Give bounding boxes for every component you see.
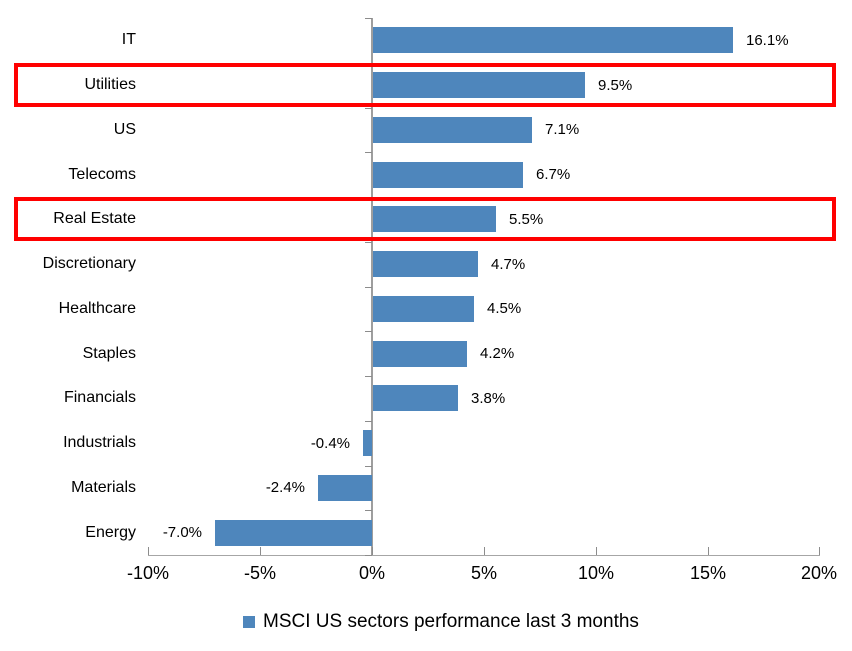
bar xyxy=(215,520,372,546)
bar xyxy=(373,206,496,232)
axis-tick-label: 15% xyxy=(689,563,727,583)
category-label: Utilities xyxy=(84,76,136,94)
value-axis-tick xyxy=(596,547,597,555)
category-label: Staples xyxy=(82,344,136,362)
value-label: 7.1% xyxy=(545,121,580,139)
value-label: 16.1% xyxy=(746,31,789,49)
value-label: 6.7% xyxy=(536,166,571,184)
category-label: Materials xyxy=(71,478,136,496)
value-axis-tick xyxy=(372,547,373,555)
category-label: Discretionary xyxy=(42,255,136,273)
category-axis-tick xyxy=(365,242,372,243)
value-axis-tick xyxy=(260,547,261,555)
value-label: 9.5% xyxy=(598,76,633,94)
bar xyxy=(363,430,372,456)
legend-label: MSCI US sectors performance last 3 month… xyxy=(263,611,639,632)
axis-tick-label: -10% xyxy=(126,563,170,583)
category-axis-tick xyxy=(365,18,372,19)
value-label: 4.2% xyxy=(480,345,515,363)
category-label: Industrials xyxy=(63,434,136,452)
category-axis-tick xyxy=(365,376,372,377)
value-axis-tick xyxy=(148,547,149,555)
value-axis-line xyxy=(148,555,820,556)
category-axis-tick xyxy=(365,466,372,467)
bar xyxy=(373,251,478,277)
category-axis-tick xyxy=(365,108,372,109)
bar xyxy=(373,341,467,367)
axis-tick-label: 20% xyxy=(800,563,838,583)
category-axis-tick xyxy=(365,152,372,153)
bar xyxy=(373,162,523,188)
bar xyxy=(318,475,372,501)
category-axis-tick xyxy=(365,421,372,422)
category-label: Real Estate xyxy=(53,210,136,228)
bar xyxy=(373,27,733,53)
category-label: Healthcare xyxy=(58,299,136,317)
value-label: 3.8% xyxy=(471,389,506,407)
highlight-box xyxy=(14,197,836,241)
bar xyxy=(373,117,532,143)
axis-tick-label: 5% xyxy=(470,563,497,583)
value-axis-tick xyxy=(819,547,820,555)
category-axis-tick xyxy=(365,555,372,556)
category-axis-tick xyxy=(365,287,372,288)
value-label: -7.0% xyxy=(162,524,202,542)
bar xyxy=(373,296,474,322)
value-label: 4.7% xyxy=(491,255,526,273)
bar xyxy=(373,72,585,98)
category-label: Telecoms xyxy=(68,165,136,183)
category-label: US xyxy=(113,120,136,138)
bar xyxy=(373,385,458,411)
category-axis-tick xyxy=(365,331,372,332)
value-label: -2.4% xyxy=(265,479,305,497)
legend: MSCI US sectors performance last 3 month… xyxy=(243,611,639,633)
axis-tick-label: -5% xyxy=(243,563,276,583)
axis-tick-label: 10% xyxy=(577,563,615,583)
category-axis-line xyxy=(371,18,373,555)
value-label: 4.5% xyxy=(487,300,522,318)
highlight-box xyxy=(14,63,836,107)
category-label: Financials xyxy=(63,389,136,407)
legend-swatch-icon xyxy=(243,616,255,628)
value-label: 5.5% xyxy=(509,210,544,228)
category-axis-tick xyxy=(365,510,372,511)
value-axis-tick xyxy=(708,547,709,555)
value-axis-tick xyxy=(484,547,485,555)
value-label: -0.4% xyxy=(310,434,350,452)
axis-tick-label: 0% xyxy=(358,563,385,583)
category-label: Energy xyxy=(85,523,136,541)
category-label: IT xyxy=(121,31,136,49)
